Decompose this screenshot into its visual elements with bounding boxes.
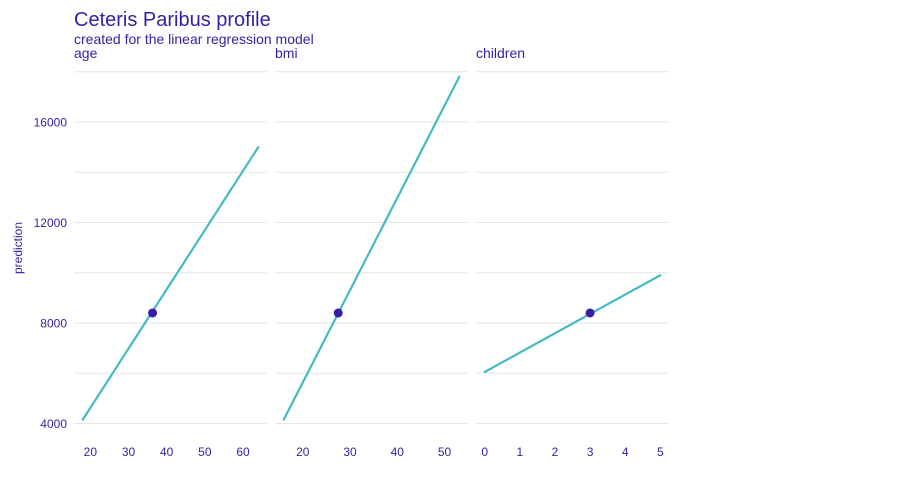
profile-line-age <box>81 146 260 421</box>
profile-line-bmi <box>282 75 461 421</box>
x-tick-label-children: 2 <box>552 445 559 459</box>
y-axis-label: prediction <box>11 222 25 274</box>
observation-point-age <box>148 308 158 318</box>
chart-subtitle: created for the linear regression model <box>74 31 314 47</box>
observation-point-children <box>585 308 595 318</box>
panel-title-bmi: bmi <box>275 45 298 61</box>
panel-title-age: age <box>74 45 98 61</box>
y-tick-label: 4000 <box>40 417 67 431</box>
x-tick-label-age: 60 <box>236 445 250 459</box>
x-tick-label-bmi: 40 <box>391 445 405 459</box>
x-tick-label-age: 30 <box>122 445 136 459</box>
y-tick-label: 16000 <box>34 116 68 130</box>
y-tick-label: 12000 <box>34 216 68 230</box>
x-tick-label-age: 40 <box>160 445 174 459</box>
x-tick-label-bmi: 20 <box>296 445 310 459</box>
x-tick-label-children: 4 <box>622 445 629 459</box>
x-tick-label-children: 1 <box>516 445 523 459</box>
x-tick-label-age: 50 <box>198 445 212 459</box>
x-tick-label-bmi: 50 <box>438 445 452 459</box>
observation-point-bmi <box>333 308 343 318</box>
x-tick-label-children: 0 <box>481 445 488 459</box>
x-tick-label-age: 20 <box>84 445 98 459</box>
profile-line-children <box>483 274 662 374</box>
y-tick-label: 8000 <box>40 317 67 331</box>
x-tick-label-children: 5 <box>657 445 664 459</box>
chart-title: Ceteris Paribus profile <box>74 9 271 31</box>
x-tick-label-children: 3 <box>587 445 594 459</box>
x-tick-label-bmi: 30 <box>343 445 357 459</box>
panel-title-children: children <box>476 45 525 61</box>
